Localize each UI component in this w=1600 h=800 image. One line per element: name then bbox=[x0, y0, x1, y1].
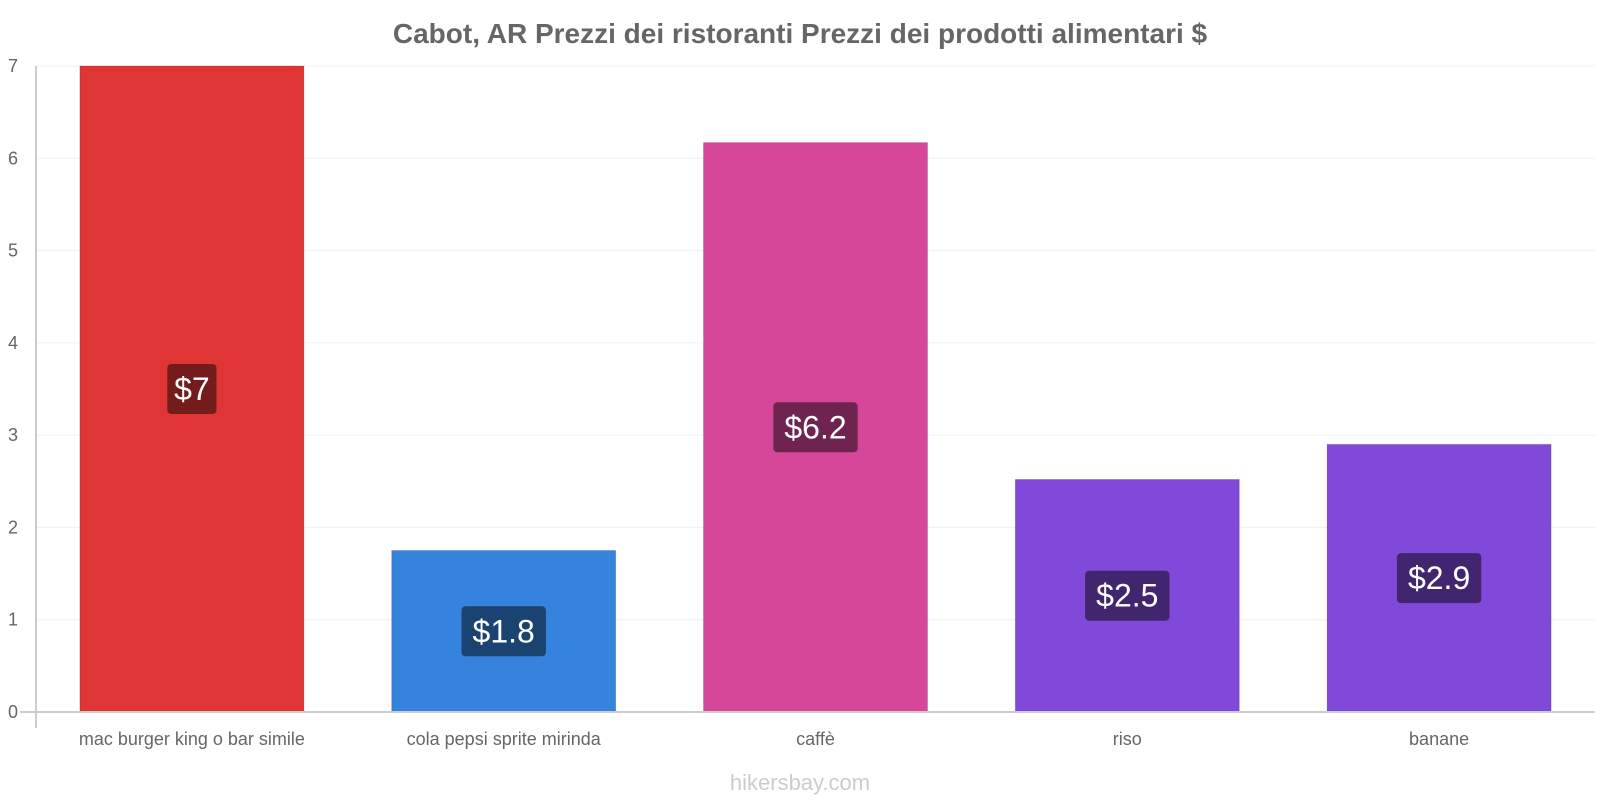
value-label-box bbox=[1396, 553, 1482, 604]
category-label: riso bbox=[1113, 729, 1142, 749]
chart-title: Cabot, AR Prezzi dei ristoranti Prezzi d… bbox=[393, 18, 1208, 49]
value-label-box bbox=[773, 402, 858, 453]
y-tick-label: 5 bbox=[8, 241, 18, 261]
y-tick-label: 6 bbox=[8, 148, 18, 168]
value-label: $6.2 bbox=[784, 409, 846, 445]
y-tick-label: 4 bbox=[8, 333, 18, 353]
y-tick-label: 2 bbox=[8, 517, 18, 537]
category-label: mac burger king o bar simile bbox=[79, 729, 305, 749]
y-tick-label: 0 bbox=[8, 702, 18, 722]
value-label: $1.8 bbox=[473, 613, 535, 649]
y-tick-label: 3 bbox=[8, 425, 18, 445]
category-label: cola pepsi sprite mirinda bbox=[407, 729, 602, 749]
y-tick-label: 7 bbox=[8, 56, 18, 76]
axes: 0 1 2 3 4 5 6 7 mac burger king o bar simile cola… bbox=[8, 56, 1595, 749]
watermark: hikersbay.com bbox=[730, 770, 870, 795]
value-label-box bbox=[461, 606, 546, 657]
value-labels: $7 $1.8 $6.2 $2.5 $2.9 bbox=[167, 364, 1482, 657]
value-label: $2.5 bbox=[1096, 578, 1158, 614]
bars bbox=[79, 65, 1552, 713]
value-label: $7 bbox=[174, 371, 210, 407]
y-tick-label: 1 bbox=[8, 610, 18, 630]
value-label-box bbox=[167, 364, 217, 414]
value-label-box bbox=[1085, 570, 1170, 621]
category-label: banane bbox=[1409, 729, 1469, 749]
value-label: $2.9 bbox=[1408, 560, 1470, 596]
category-label: caffè bbox=[796, 729, 835, 749]
